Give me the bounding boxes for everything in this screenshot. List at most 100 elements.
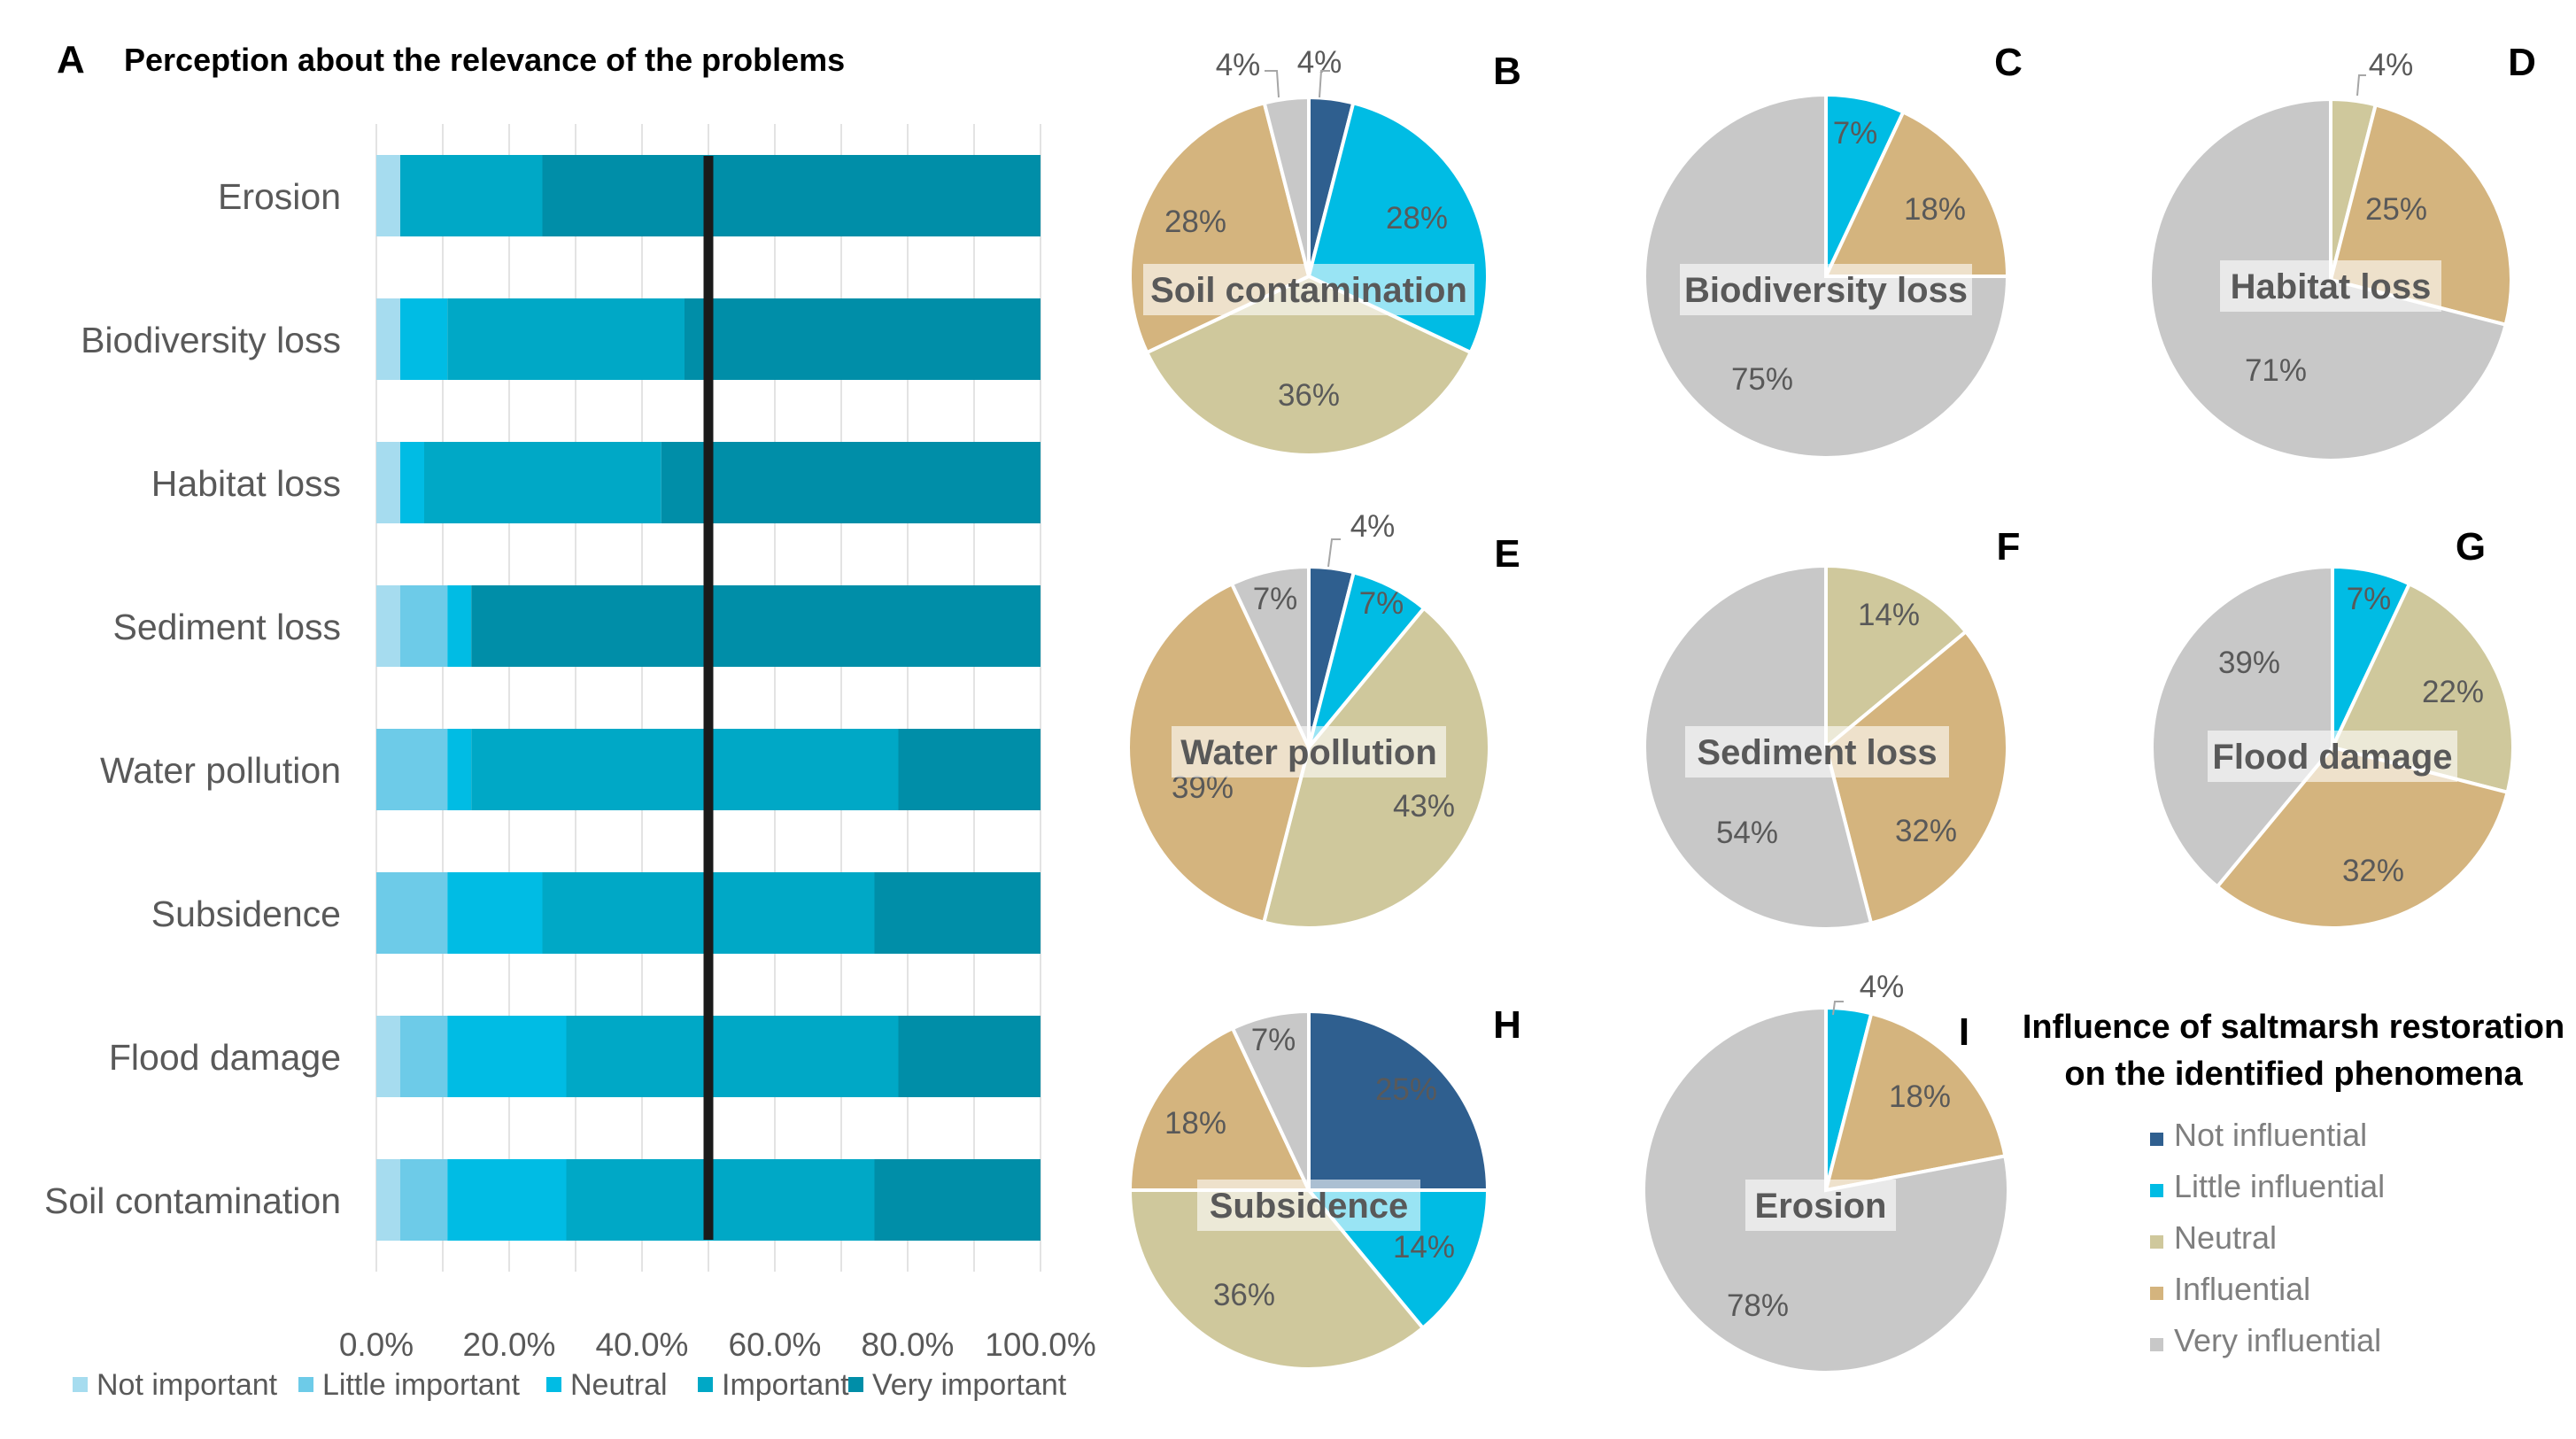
leader-line [1319, 70, 1330, 98]
slice-label: 25% [2365, 192, 2427, 227]
x-tick-labels: 0.0% 20.0% 40.0% 60.0% 80.0% 100.0% [339, 1327, 1096, 1363]
bar-segment [661, 442, 1040, 523]
pie-h: 25% 14% 36% 18% 7% Subsidence H [1127, 1003, 1521, 1371]
category-label: Flood damage [109, 1037, 341, 1078]
legend-label: Important [722, 1368, 849, 1402]
category-label: Subsidence [151, 894, 341, 934]
panel-letter: F [1997, 525, 2021, 569]
pie-title-backdrop [1745, 1180, 1896, 1231]
pie-slice [1127, 1188, 1426, 1371]
bar-segment [685, 298, 1040, 380]
panel-letter: E [1494, 532, 1520, 576]
bar-segment [376, 1159, 400, 1241]
slice-label: 75% [1731, 362, 1793, 397]
category-label: Sediment loss [112, 607, 341, 647]
category-label: Biodiversity loss [81, 320, 341, 360]
legend-swatch [698, 1377, 713, 1392]
bar-segment [376, 729, 448, 810]
pie-legend: Influence of saltmarsh restoration on th… [2023, 1009, 2564, 1358]
slice-label: 4% [1860, 970, 1905, 1004]
legend-label: Very important [872, 1368, 1067, 1402]
bar-segment [447, 1016, 567, 1097]
slice-label: 4% [1350, 509, 1396, 544]
bar-segment [447, 1159, 567, 1241]
bar-segment [447, 872, 543, 954]
pie-legend-title-line2: on the identified phenomena [2064, 1056, 2523, 1093]
pie-title-backdrop [1680, 264, 1972, 315]
bar-segment [376, 872, 448, 954]
pie-title-backdrop [2208, 731, 2457, 782]
pie-title: Flood damage [2212, 738, 2452, 777]
pie-slice [1230, 1009, 1311, 1191]
pie-slice [1823, 1011, 2007, 1193]
pie-legend-swatch [2150, 1133, 2163, 1146]
bar-segment [400, 1016, 448, 1097]
leader-line [1832, 1001, 1844, 1016]
pie-legend-swatch [2150, 1184, 2163, 1197]
pie-legend-label: Little influential [2174, 1168, 2385, 1204]
x-tick-label: 40.0% [596, 1327, 689, 1363]
slice-label: 7% [1833, 116, 1878, 151]
bar-segment [400, 585, 448, 667]
bar-legend: Not important Little important Neutral Impo… [73, 1368, 1067, 1402]
pie-title: Soil contamination [1150, 271, 1467, 310]
slice-label: 14% [1858, 598, 1920, 632]
pie-title-backdrop [1685, 726, 1949, 778]
category-labels: Erosion Biodiversity loss Habitat loss Sedi… [44, 176, 341, 1221]
bar-segment [424, 442, 661, 523]
pie-slice [1229, 564, 1311, 748]
bar-segment [471, 729, 899, 810]
pie-legend-swatch [2150, 1235, 2163, 1249]
pie-panels: 4% 28% 36% 28% 4% Soil contamination B 7% 18% 75%… [1126, 41, 2536, 1374]
x-tick-label: 0.0% [339, 1327, 414, 1363]
pie-title: Biodiversity loss [1684, 271, 1968, 310]
slice-label: 4% [1297, 45, 1342, 80]
pie-g: 7% 22% 32% 39% Flood damage G [2150, 525, 2515, 930]
panel-a-stacked-bar-chart: A Perception about the relevance of the … [44, 38, 1096, 1402]
leader-line [2356, 74, 2366, 97]
slice-label: 7% [2347, 582, 2392, 616]
slice-label: 18% [1164, 1106, 1226, 1141]
bar-segment [400, 442, 424, 523]
pie-slice [1824, 563, 1969, 752]
slice-label: 78% [1727, 1288, 1789, 1323]
slice-label: 14% [1393, 1230, 1455, 1265]
slice-label: 7% [1253, 582, 1298, 616]
slice-label: 39% [2218, 646, 2280, 680]
pie-legend-label: Very influential [2174, 1322, 2381, 1358]
slice-label: 22% [2422, 675, 2484, 709]
legend-swatch [73, 1377, 88, 1392]
slice-label: 36% [1213, 1278, 1275, 1312]
x-tick-label: 60.0% [729, 1327, 822, 1363]
pie-slice [2150, 564, 2334, 889]
slice-label: 28% [1164, 205, 1226, 239]
pie-legend-label: Neutral [2174, 1219, 2277, 1256]
pie-c: 7% 18% 75% Biodiversity loss C [1643, 41, 2023, 460]
bar-segment [874, 872, 1040, 954]
pie-legend-swatch [2150, 1338, 2163, 1351]
pie-legend-swatch [2150, 1287, 2163, 1300]
pie-title-backdrop [1143, 264, 1474, 315]
pie-slice [1144, 274, 1474, 457]
slice-label: 18% [1889, 1079, 1951, 1114]
panel-letter: C [1994, 41, 2023, 84]
leader-lines [1265, 70, 2366, 1016]
x-tick-label: 20.0% [463, 1327, 556, 1363]
pie-title-backdrop [1197, 1180, 1420, 1231]
pie-title: Habitat loss [2231, 267, 2432, 306]
bar-segment [898, 1016, 1040, 1097]
bar-segment [376, 585, 400, 667]
panel-letter: G [2456, 525, 2486, 569]
bar-segment [376, 155, 400, 236]
category-label: Habitat loss [151, 463, 341, 504]
pie-legend-items: Not influential Little influential Neutral… [2150, 1117, 2385, 1358]
slice-label: 7% [1251, 1023, 1296, 1057]
bar-segment [566, 1016, 899, 1097]
pie-slice [1822, 109, 2010, 278]
panel-letter: D [2508, 41, 2536, 84]
pie-d: 4% 25% 71% Habitat loss D [2148, 41, 2536, 462]
legend-swatch [848, 1377, 863, 1392]
bar-segments [376, 155, 1040, 1241]
